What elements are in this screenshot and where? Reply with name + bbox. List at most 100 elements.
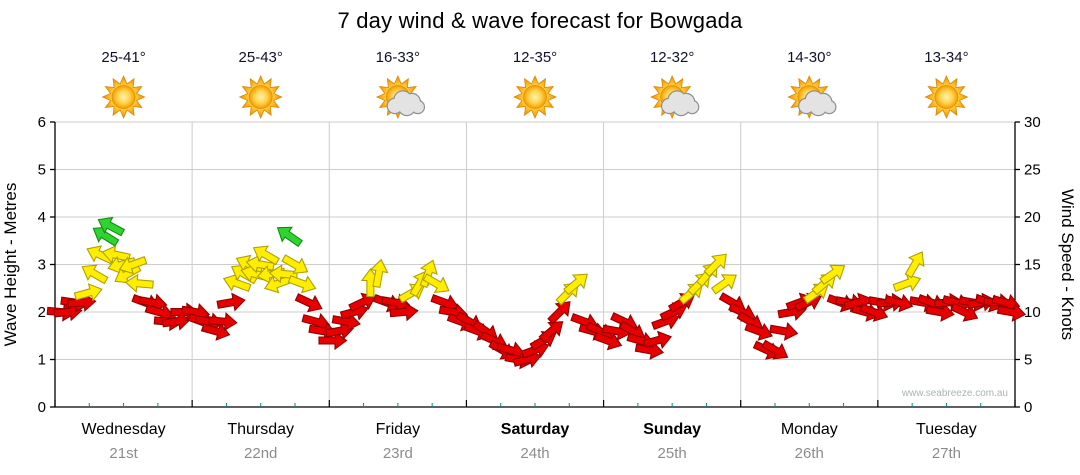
wind-arrow (703, 253, 727, 277)
wind-arrow (101, 245, 131, 264)
sun-icon (238, 75, 283, 119)
wind-arrow (761, 339, 789, 360)
wind-arrow (331, 312, 361, 332)
sun-icon (924, 75, 969, 119)
cloud-icon (660, 90, 700, 117)
day-name: Sunday (643, 421, 701, 438)
wave-height-tick-label: 6 (38, 114, 46, 131)
wind-arrow (593, 332, 623, 351)
wind-arrow (73, 283, 103, 302)
day-date: 25th (658, 445, 687, 462)
wind-arrow (904, 251, 925, 279)
cloud-icon (798, 90, 837, 117)
wind-arrow (281, 254, 309, 275)
gridlines (55, 122, 1015, 407)
wind-arrow (124, 273, 154, 293)
wind-arrow (884, 293, 914, 313)
weather-icon-sun-cloud (787, 75, 837, 119)
wind-arrow (81, 264, 109, 285)
day-date: 23rd (383, 445, 413, 462)
weather-icon-sun (101, 75, 146, 119)
wind-speed-tick-label: 30 (1024, 114, 1041, 131)
wind-arrow (389, 302, 419, 322)
day-temperature-range: 13-34° (924, 49, 968, 66)
day-date: 27th (932, 445, 961, 462)
wave-height-tick-label: 4 (38, 209, 46, 226)
day-label-row: Wednesday 21st Thursday 22nd Friday 23rd Satur… (81, 421, 976, 462)
wind-arrow (744, 322, 773, 341)
wind-speed-tick-label: 0 (1024, 399, 1032, 416)
sun-icon (513, 75, 557, 119)
day-name: Monday (781, 421, 838, 438)
wind-arrow (892, 273, 922, 292)
wind-arrow (324, 321, 355, 341)
wind-arrow (925, 302, 955, 322)
wind-arrow (859, 303, 889, 322)
wind-arrow (369, 258, 389, 289)
weather-icon-sun (513, 75, 557, 119)
day-date: 26th (795, 445, 824, 462)
wind-arrow (161, 311, 191, 331)
day-temperature-range: 14-30° (787, 49, 831, 66)
page-title: 7 day wind & wave forecast for Bowgada (337, 8, 743, 33)
wave-height-axis-title: Wave Height - Metres (1, 183, 20, 347)
day-header-row: 25-41° 25-43° 16-33° 12-35° 12-32° 14-30° 13-3… (101, 49, 969, 119)
sun-icon (101, 75, 146, 119)
day-date: 21st (109, 445, 138, 462)
day-name: Thursday (227, 421, 294, 438)
wind-arrow (819, 264, 846, 286)
day-temperature-range: 12-32° (650, 49, 694, 66)
wind-arrow (97, 216, 126, 237)
day-temperature-range: 25-41° (101, 49, 145, 66)
wind-arrow-series (46, 216, 1027, 370)
wave-height-tick-label: 5 (38, 162, 46, 179)
wind-speed-axis-title: Wind Speed - Knots (1058, 189, 1077, 340)
wind-arrow (201, 322, 231, 341)
axes: 0 1 2 3 4 5 6 0 5 10 15 20 25 30 (38, 114, 1041, 416)
wind-arrow (208, 312, 238, 332)
day-date: 24th (520, 445, 549, 462)
wind-arrow (118, 256, 148, 275)
wind-arrow (769, 321, 799, 341)
day-date: 22nd (244, 445, 277, 462)
wind-arrow (294, 293, 323, 313)
weather-icon-sun-cloud (650, 75, 700, 119)
wind-arrow (252, 245, 280, 266)
wind-arrow (422, 273, 450, 294)
cloud-icon (386, 90, 426, 117)
wind-speed-tick-label: 5 (1024, 352, 1032, 369)
wind-arrow (276, 226, 303, 248)
day-name: Friday (376, 421, 420, 438)
wind-arrow (216, 292, 246, 312)
wind-speed-tick-label: 20 (1024, 209, 1041, 226)
wind-arrow (287, 275, 317, 294)
day-temperature-range: 25-43° (239, 49, 283, 66)
wind-speed-tick-label: 25 (1024, 162, 1041, 179)
weather-icon-sun-cloud (375, 75, 426, 119)
wind-arrow (318, 330, 348, 351)
wind-arrow (92, 226, 120, 247)
weather-icon-sun (238, 75, 283, 119)
wind-arrow (222, 273, 252, 292)
wave-height-tick-label: 3 (38, 257, 46, 274)
wind-arrow (642, 330, 672, 350)
wave-height-tick-label: 0 (38, 399, 46, 416)
day-name: Wednesday (81, 421, 165, 438)
wind-arrow (996, 302, 1027, 322)
day-temperature-range: 12-35° (513, 49, 557, 66)
day-temperature-range: 16-33° (376, 49, 420, 66)
wind-arrow (634, 340, 664, 360)
wave-height-tick-label: 1 (38, 352, 46, 369)
day-name: Saturday (501, 421, 570, 438)
wind-arrow (547, 301, 571, 325)
wind-arrow (563, 273, 588, 296)
wind-arrow (710, 274, 737, 295)
wind-arrow (538, 321, 564, 343)
wind-speed-tick-label: 10 (1024, 304, 1041, 321)
wave-height-tick-label: 2 (38, 304, 46, 321)
wind-arrow (348, 292, 377, 312)
weather-icon-sun (924, 75, 969, 119)
wind-speed-tick-label: 15 (1024, 257, 1041, 274)
day-name: Tuesday (916, 421, 977, 438)
